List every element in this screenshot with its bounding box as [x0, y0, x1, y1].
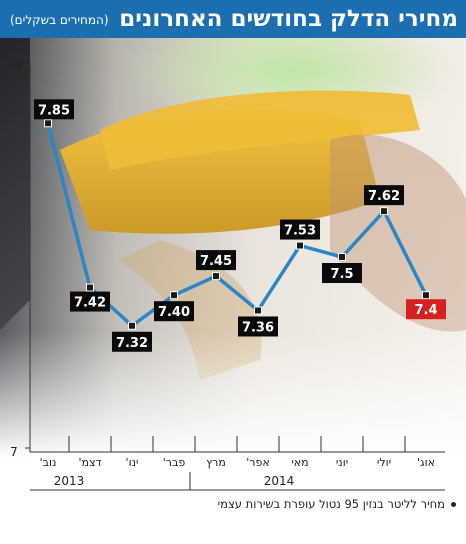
data-label-box	[364, 185, 404, 206]
data-label: 7.62	[368, 189, 400, 204]
x-tick-label: יולי	[377, 456, 391, 469]
data-point	[86, 283, 94, 292]
data-label-box	[154, 301, 194, 322]
x-tick-label: אפר'	[246, 456, 269, 469]
x-axis: נוב' דצמ' ינו' פבר' מרץ אפר' מאי יוני יולי אוג' 20…	[30, 436, 445, 491]
data-label-box	[238, 316, 278, 337]
chart-caption: מחיר לליטר בנזין 95 נטול עופרת בשירות עצ…	[218, 497, 456, 511]
x-tick-label: נוב'	[40, 456, 57, 469]
x-tick-label: יוני	[336, 456, 348, 469]
x-tick-label: דצמ'	[78, 456, 101, 469]
data-label: 7.85	[38, 103, 70, 118]
data-label-box	[70, 291, 110, 312]
data-label: 7.5	[330, 267, 353, 282]
data-point	[128, 321, 136, 330]
y-tick-label-max: 8	[14, 59, 22, 73]
x-tick-label: אוג'	[417, 456, 435, 469]
bullet-icon	[451, 502, 456, 507]
title-bar: מחירי הדלק בחודשים האחרונים (המחירים בשק…	[0, 0, 466, 38]
x-tick-label: מרץ	[206, 456, 226, 469]
data-point	[44, 119, 52, 128]
y-tick-label-min: 7	[10, 445, 18, 459]
data-point	[170, 291, 178, 300]
year-label: 2013	[54, 474, 85, 488]
year-label: 2014	[264, 474, 295, 488]
data-label-box	[322, 263, 362, 283]
caption-text: מחיר לליטר בנזין 95 נטול עופרת בשירות עצ…	[217, 497, 445, 511]
data-point	[254, 306, 262, 315]
data-label: 7.40	[158, 305, 190, 320]
data-label-box	[34, 99, 74, 120]
data-label-box	[406, 299, 446, 320]
data-label: 7.42	[74, 296, 106, 311]
y-axis: 8 7	[10, 59, 31, 459]
data-label-box	[280, 219, 320, 240]
data-label: 7.45	[200, 254, 232, 269]
chart-subtitle: (המחירים בשקלים)	[10, 13, 109, 27]
data-point	[422, 291, 430, 300]
x-tick-label: פבר'	[163, 456, 186, 469]
data-label: 7.36	[242, 320, 274, 335]
data-point	[338, 253, 346, 261]
data-point	[212, 272, 220, 281]
data-point	[380, 207, 388, 216]
background-photo	[0, 38, 466, 458]
x-tick-label: מאי	[291, 456, 308, 469]
fuel-price-chart: 8 7 נוב' דצמ' ינו' פבר' מרץ אפר' מאי יוני יולי או…	[0, 38, 466, 491]
x-tick-label: ינו'	[126, 456, 139, 469]
data-label: 7.32	[116, 336, 148, 351]
data-label-box	[196, 250, 236, 271]
data-label: 7.53	[284, 224, 316, 239]
series-group: 7.85 7.42 7.32 7.40 7.45 7.36 7.53 7.5 7.62 7.4	[34, 99, 446, 352]
series-line	[46, 122, 428, 328]
data-label: 7.4	[414, 303, 437, 318]
chart-title: מחירי הדלק בחודשים האחרונים	[119, 6, 458, 32]
data-label-box	[112, 331, 152, 352]
data-point	[296, 241, 304, 250]
